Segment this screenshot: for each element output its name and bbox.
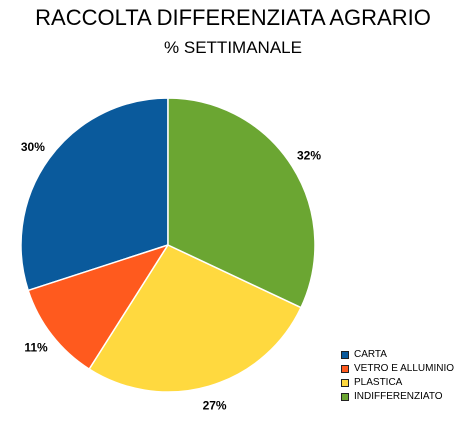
pie-slice-plastica: [88, 244, 302, 393]
legend-swatch-carta: [341, 351, 349, 359]
legend-item-indifferenziato: INDIFFERENZIATO: [341, 391, 463, 403]
legend-label: CARTA: [354, 349, 387, 360]
pie-value-label-indifferenziato: 32%: [297, 149, 321, 163]
legend-swatch-indifferenziato: [341, 393, 349, 401]
legend-item-carta: CARTA: [341, 349, 463, 361]
chart-subtitle: % SETTIMANALE: [164, 38, 302, 57]
legend-item-vetro-e-alluminio: VETRO E ALLUMINIO: [341, 363, 463, 375]
legend: CARTA VETRO E ALLUMINIO PLASTICA INDIFFE…: [341, 349, 463, 405]
pie-value-labels: 30% 11% 27% 32%: [21, 140, 321, 413]
legend-label: PLASTICA: [354, 377, 403, 388]
pie-slice-carta: [20, 97, 169, 292]
legend-swatch-plastica: [341, 379, 349, 387]
pie-slices: [20, 97, 316, 393]
pie-value-label-plastica: 27%: [203, 398, 227, 412]
pie-value-label-vetro-e-alluminio: 11%: [24, 340, 48, 354]
legend-label: VETRO E ALLUMINIO: [354, 363, 455, 374]
legend-swatch-vetro-e-alluminio: [341, 365, 349, 373]
chart-title: RACCOLTA DIFFERENZIATA AGRARIO: [35, 5, 431, 30]
legend-item-plastica: PLASTICA: [341, 377, 463, 389]
pie-slice-vetro-e-alluminio: [27, 244, 169, 370]
legend-label: INDIFFERENZIATO: [354, 391, 443, 402]
pie-slice-indifferenziato: [167, 97, 316, 309]
pie-value-label-carta: 30%: [21, 140, 45, 154]
